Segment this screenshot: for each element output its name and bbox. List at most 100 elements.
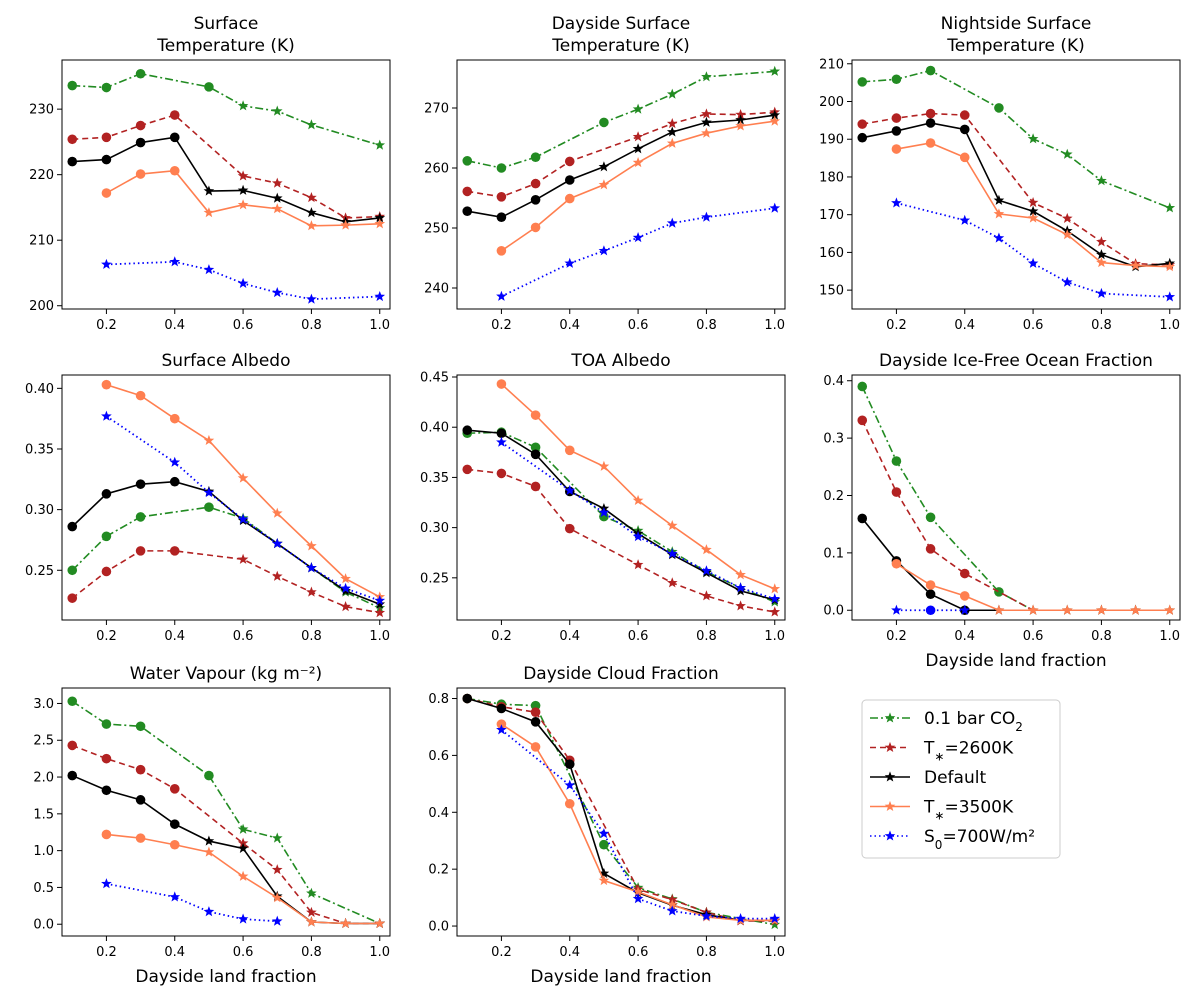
x-tick-label: 1.0 <box>1159 629 1180 644</box>
chart-title: Surface Albedo <box>162 351 291 371</box>
data-point <box>666 88 678 99</box>
x-tick-label: 0.4 <box>164 945 185 960</box>
data-point <box>340 573 351 584</box>
x-tick-label: 0.6 <box>233 318 254 333</box>
data-point <box>735 109 746 120</box>
data-point <box>306 562 317 573</box>
data-point <box>203 487 215 498</box>
data-point <box>340 917 351 929</box>
legend-marker <box>884 771 896 782</box>
data-point <box>735 582 746 593</box>
series-t2600 <box>67 546 386 618</box>
axes-frame <box>61 687 391 937</box>
data-point <box>67 156 78 167</box>
series-t2600 <box>857 415 1176 615</box>
y-tick-label: 0.8 <box>428 692 449 707</box>
data-point <box>925 589 936 599</box>
panel-2: 0.2 0.4 0.6 0.8 1.0 240 250 260 270 Dayside Surfa… <box>424 14 786 333</box>
data-point <box>237 472 249 483</box>
series-line-co2 <box>467 697 775 926</box>
y-tick-label: 0.4 <box>428 806 449 821</box>
data-point <box>135 546 146 556</box>
data-point <box>598 161 610 172</box>
data-point <box>1096 249 1107 260</box>
y-tick-label: 210 <box>29 234 54 249</box>
y-tick-label: 0.6 <box>428 749 449 764</box>
data-point <box>135 68 146 79</box>
data-point <box>666 217 678 228</box>
series-t2600 <box>67 110 386 223</box>
data-point <box>169 256 181 267</box>
x-tick-label: 1.0 <box>764 945 785 960</box>
data-point <box>496 246 507 256</box>
data-point <box>925 118 936 128</box>
series-s700 <box>101 256 386 304</box>
data-point <box>203 185 215 196</box>
y-tick-label: 0.45 <box>420 371 449 386</box>
series-t3500 <box>891 558 1176 615</box>
data-point <box>237 837 249 848</box>
data-point <box>496 379 507 389</box>
y-tick-label: 0.1 <box>823 546 844 561</box>
data-point <box>101 154 112 165</box>
series-s700 <box>496 436 781 604</box>
data-point <box>101 829 112 840</box>
chart-title: Dayside Surface <box>552 14 691 34</box>
data-point <box>994 587 1004 597</box>
data-point <box>666 137 678 148</box>
panel-8: 0.2 0.4 0.6 0.8 1.0 0.0 0.2 0.4 0.6 0.8 Dayside Cl… <box>428 664 786 987</box>
data-point <box>271 287 283 298</box>
data-point <box>203 906 215 917</box>
data-point <box>1061 212 1073 223</box>
data-point <box>169 546 180 556</box>
data-point <box>632 232 644 243</box>
data-point <box>564 484 576 495</box>
data-point <box>462 425 473 436</box>
data-point <box>271 864 283 875</box>
x-tick-label: 1.0 <box>369 945 390 960</box>
data-point <box>340 219 351 230</box>
legend-marker <box>884 830 896 841</box>
series-line-default <box>467 697 775 922</box>
data-point <box>271 203 283 214</box>
panel-5: 0.2 0.4 0.6 0.8 1.0 0.25 0.30 0.35 0.40 0.45 TOA A… <box>420 351 786 644</box>
legend-entry-t3500: T∗=3500K <box>870 798 1014 823</box>
data-point <box>564 156 575 167</box>
data-point <box>169 819 180 829</box>
y-tick-label: 250 <box>424 222 449 237</box>
series-line-t3500 <box>500 120 775 252</box>
data-point <box>204 502 214 513</box>
data-point <box>598 179 610 190</box>
data-point <box>735 569 746 580</box>
x-tick-label: 0.2 <box>886 629 907 644</box>
legend-label: Default <box>924 768 986 788</box>
legend-entry-t2600: T∗=2600K <box>870 739 1014 764</box>
chart-title: TOA Albedo <box>570 351 670 371</box>
data-point <box>204 770 214 781</box>
series-line-co2 <box>467 70 775 169</box>
y-tick-label: 180 <box>819 170 844 185</box>
panel-1: 0.2 0.4 0.6 0.8 1.0 200 210 220 230 SurfaceTemper… <box>29 14 391 333</box>
data-point <box>169 110 180 120</box>
y-tick-label: 0.2 <box>823 489 844 504</box>
series-line-default <box>467 114 775 219</box>
series-co2 <box>67 68 386 150</box>
data-point <box>101 379 112 390</box>
data-point <box>1027 604 1039 615</box>
series-t3500 <box>891 138 1176 272</box>
data-point <box>237 277 249 288</box>
y-tick-label: 0.25 <box>25 564 54 579</box>
series-s700 <box>101 410 386 606</box>
data-point <box>959 214 971 225</box>
x-tick-label: 0.6 <box>628 629 649 644</box>
series-t2600 <box>462 464 781 617</box>
data-point <box>271 892 283 903</box>
x-tick-label: 0.6 <box>628 318 649 333</box>
data-point <box>632 103 644 114</box>
data-point <box>564 798 575 809</box>
data-point <box>701 108 712 119</box>
data-point <box>203 846 215 857</box>
data-point <box>169 413 180 424</box>
series-line-t3500 <box>106 383 381 598</box>
data-point <box>374 139 386 150</box>
